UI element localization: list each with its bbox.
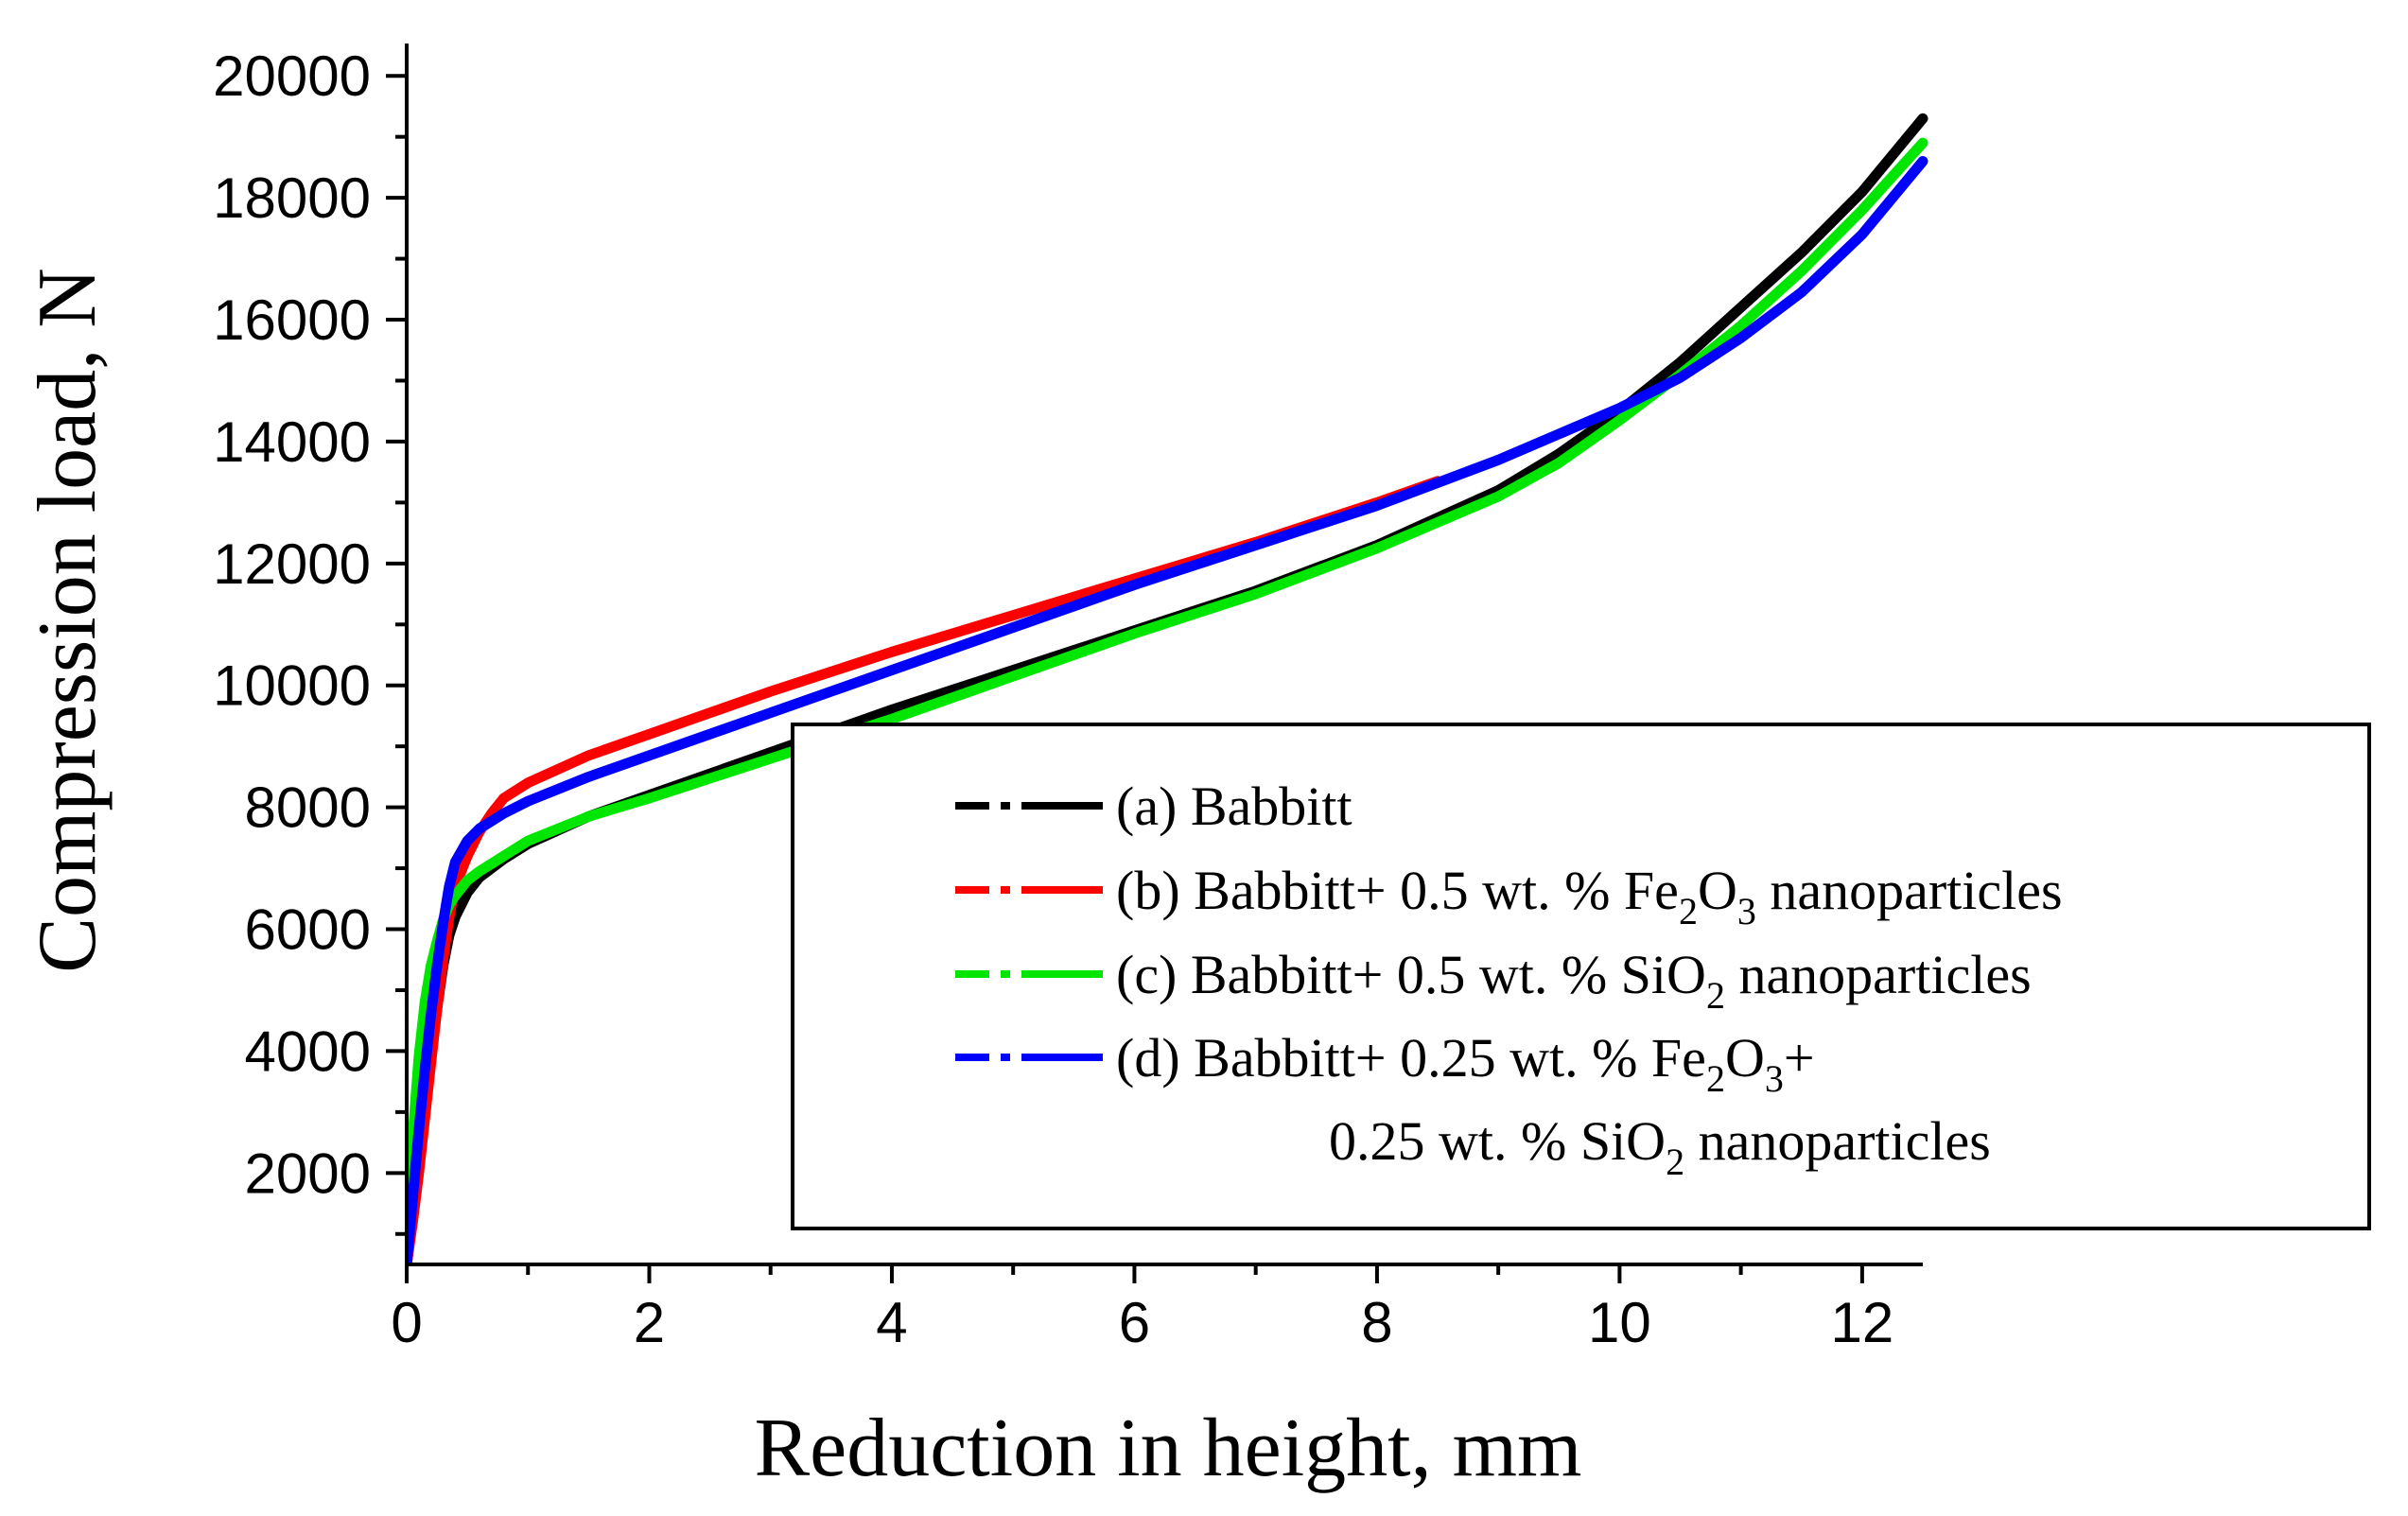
y-tick-label: 6000 — [245, 898, 371, 962]
legend: (a) Babbitt (b) Babbitt+ 0.5 wt. % Fe2O3 … — [791, 723, 2371, 1230]
legend-label-d-line2: 0.25 wt. % SiO2 nanoparticles — [1329, 1110, 1991, 1183]
x-tick-label: 8 — [1361, 1291, 1392, 1354]
y-tick-label: 20000 — [213, 44, 371, 108]
legend-label-a: (a) Babbitt — [1116, 775, 1352, 837]
series-line-d — [407, 156, 1928, 1264]
y-tick-label: 8000 — [245, 776, 371, 840]
axes-layer: 0 2 4 6 8 10 12 2000 4000 6000 8000 10000 12000 14000… — [213, 44, 1923, 1354]
x-tick-label: 0 — [391, 1291, 422, 1354]
legend-label-b: (b) Babbitt+ 0.5 wt. % Fe2O3 nanoparticl… — [1116, 860, 2063, 932]
y-axis-title: Compression load, N — [22, 268, 113, 973]
series-line-b — [407, 476, 1443, 1264]
y-tick-label: 2000 — [245, 1141, 371, 1205]
x-axis-title: Reduction in height, mm — [754, 1403, 1581, 1494]
x-tick-label: 4 — [876, 1291, 907, 1354]
y-tick-label: 16000 — [213, 288, 371, 352]
y-tick-label: 12000 — [213, 532, 371, 596]
series-layer — [407, 113, 1928, 1264]
x-tick-label: 12 — [1831, 1291, 1894, 1354]
x-tick-label: 10 — [1588, 1291, 1651, 1354]
x-tick-label: 2 — [634, 1291, 665, 1354]
legend-label-c: (c) Babbitt+ 0.5 wt. % SiO2 nanoparticle… — [1116, 944, 2032, 1017]
y-tick-label: 18000 — [213, 166, 371, 230]
legend-label-d: (d) Babbitt+ 0.25 wt. % Fe2O3+ — [1116, 1027, 1815, 1100]
x-tick-label: 6 — [1119, 1291, 1150, 1354]
y-tick-label: 14000 — [213, 410, 371, 474]
y-tick-label: 4000 — [245, 1019, 371, 1083]
y-tick-label: 10000 — [213, 654, 371, 718]
